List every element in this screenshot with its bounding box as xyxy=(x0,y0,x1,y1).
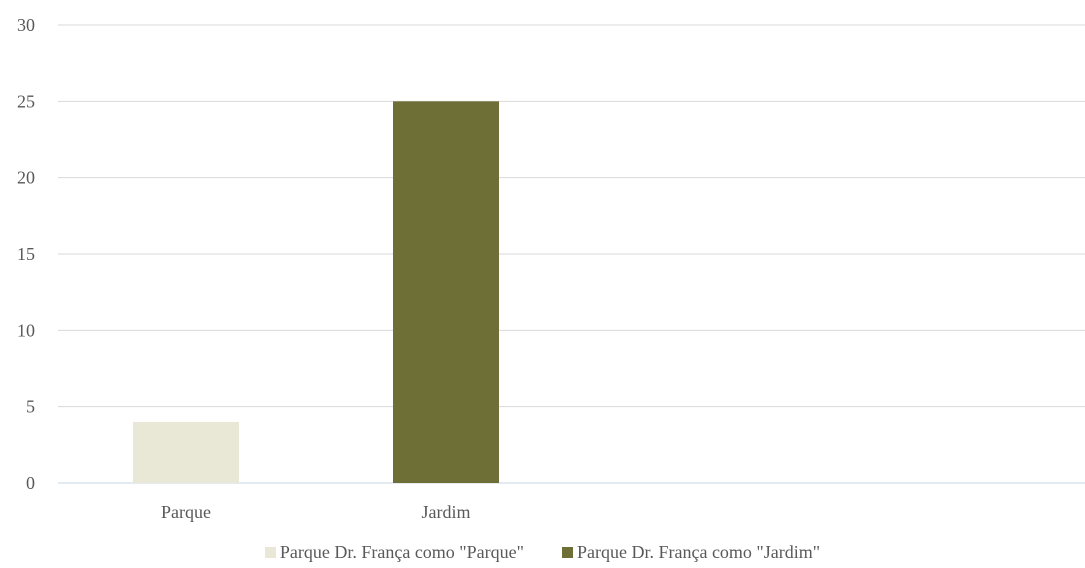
legend-swatch-jardim xyxy=(561,546,573,558)
x-axis-categories: Parque Jardim xyxy=(161,502,470,522)
legend-label-jardim: Parque Dr. França como "Jardim" xyxy=(576,541,821,562)
bar-chart: 0 5 10 15 20 25 30 Parque Jardim xyxy=(17,15,1085,522)
bars xyxy=(133,101,499,483)
y-axis-ticks: 0 5 10 15 20 25 30 xyxy=(17,15,35,493)
legend-swatch-parque xyxy=(264,546,276,558)
legend-item-jardim: Parque Dr. França como "Jardim" xyxy=(561,540,821,564)
bar-parque xyxy=(133,421,239,483)
y-tick-label-15: 15 xyxy=(17,244,35,264)
x-category-label-jardim: Jardim xyxy=(422,502,471,522)
y-tick-label-0: 0 xyxy=(26,473,35,493)
legend-item-parque: Parque Dr. França como "Parque" xyxy=(264,540,524,564)
legend-label-parque: Parque Dr. França como "Parque" xyxy=(279,541,524,562)
legend: Parque Dr. França como "Parque" Parque D… xyxy=(0,540,1085,564)
y-tick-label-30: 30 xyxy=(17,15,35,35)
y-tick-label-25: 25 xyxy=(17,91,35,111)
x-category-label-parque: Parque xyxy=(161,502,211,522)
y-tick-label-5: 5 xyxy=(26,397,35,417)
gridlines xyxy=(58,24,1085,484)
y-tick-label-10: 10 xyxy=(17,320,35,340)
bar-jardim xyxy=(393,101,499,483)
y-tick-label-20: 20 xyxy=(17,168,35,188)
